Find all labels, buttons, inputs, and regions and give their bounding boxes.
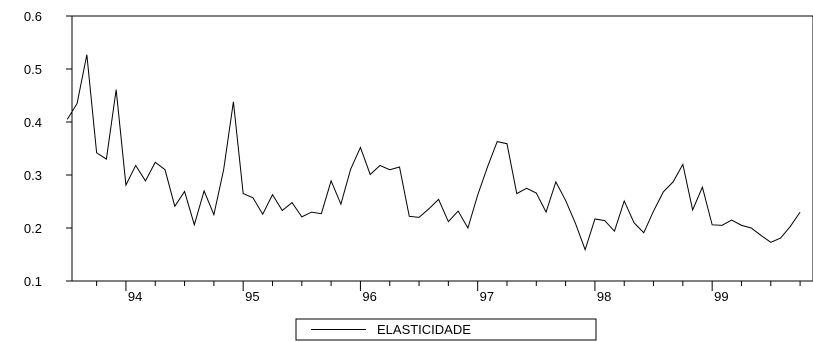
y-tick-label: 0.5 [24, 62, 42, 77]
legend: ELASTICIDADE [295, 318, 597, 341]
x-tick-label: 99 [714, 289, 728, 304]
y-tick-label: 0.2 [24, 221, 42, 236]
y-tick-label: 0.1 [24, 274, 42, 289]
x-tick-label: 95 [245, 289, 259, 304]
plot-frame [71, 15, 813, 282]
x-tick-label: 98 [597, 289, 611, 304]
y-axis: 0.1 0.2 0.3 0.4 0.5 0.6 [24, 9, 72, 289]
legend-box [295, 318, 597, 341]
series-line-elasticidade [66, 54, 801, 252]
legend-label-elasticidade: ELASTICIDADE [377, 322, 471, 337]
y-tick-label: 0.3 [24, 168, 42, 183]
y-tick-label: 0.6 [24, 9, 42, 24]
y-tick-label: 0.4 [24, 115, 42, 130]
x-tick-label: 96 [362, 289, 376, 304]
x-tick-label: 94 [128, 289, 142, 304]
x-axis: 94 95 96 97 98 99 [96, 281, 801, 304]
x-tick-label: 97 [480, 289, 494, 304]
